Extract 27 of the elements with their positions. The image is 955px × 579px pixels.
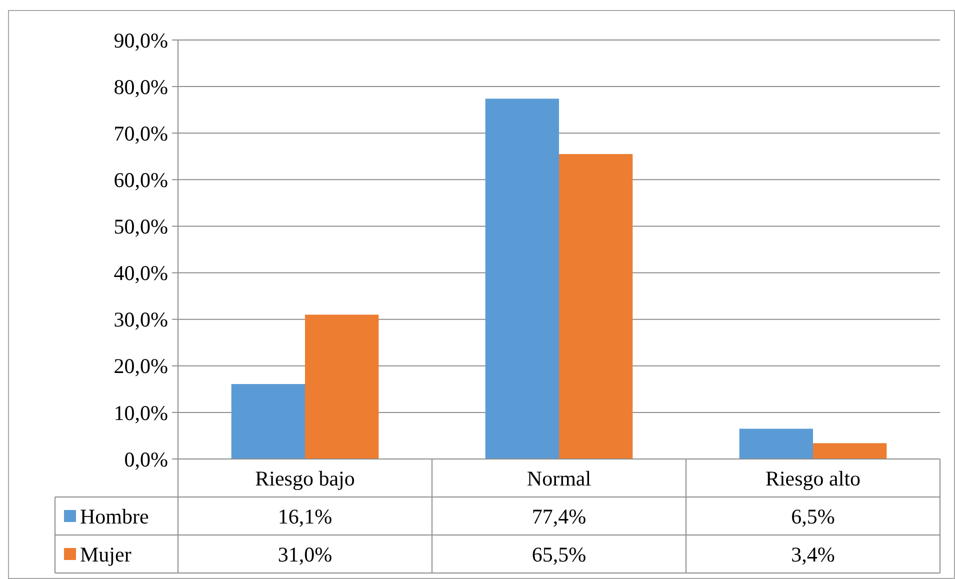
y-tick-label: 30,0% [114, 308, 168, 332]
bar [305, 314, 379, 459]
y-tick-label: 20,0% [114, 354, 168, 378]
data-label: 77,4% [532, 504, 586, 528]
y-tick-label: 80,0% [114, 74, 168, 99]
y-tick-label: 10,0% [114, 400, 168, 425]
x-tick-label: Normal [526, 466, 592, 490]
x-tick-label: Riesgo alto [765, 466, 861, 490]
bar [559, 154, 633, 459]
y-tick-label: 60,0% [114, 168, 168, 192]
data-label: 16,1% [278, 504, 332, 528]
y-tick-label: 50,0% [114, 214, 168, 239]
bar [739, 428, 813, 459]
bar [231, 384, 305, 459]
data-label: 3,4% [791, 542, 835, 566]
y-tick-label: 0,0% [124, 447, 168, 472]
data-label: 31,0% [278, 542, 332, 566]
bar [813, 443, 887, 459]
bar [485, 98, 559, 459]
y-tick-label: 70,0% [114, 121, 168, 146]
y-tick-label: 90,0% [114, 28, 168, 52]
data-label: 65,5% [532, 542, 586, 566]
data-label: 6,5% [791, 504, 835, 528]
x-tick-label: Riesgo bajo [255, 466, 355, 490]
y-tick-label: 40,0% [114, 261, 168, 286]
legend-label: Mujer [80, 542, 132, 566]
legend-label: Hombre [80, 504, 149, 528]
